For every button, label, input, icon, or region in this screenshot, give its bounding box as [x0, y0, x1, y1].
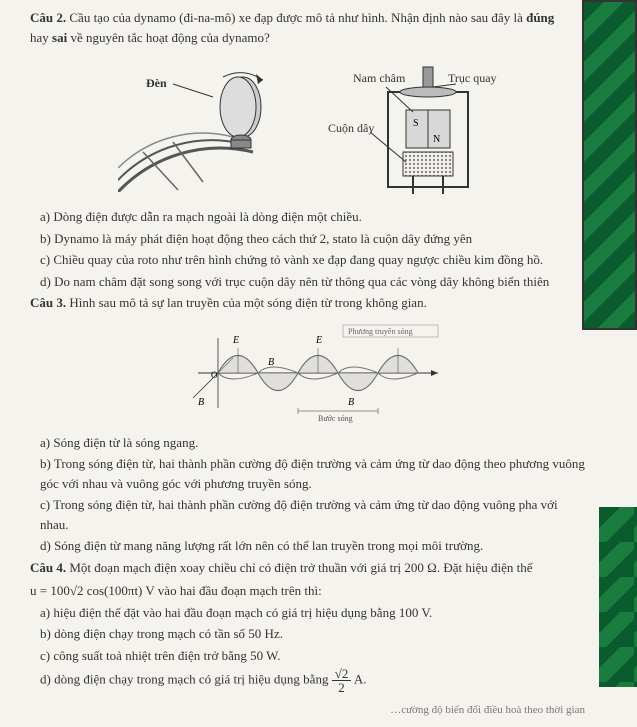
dynamo-svg: Đèn	[118, 62, 308, 192]
label-namcham: Nam châm	[353, 71, 406, 85]
b-label-1: B	[268, 357, 274, 368]
footer-text: …cường độ biến đổi điều hoà theo thời gi…	[30, 702, 585, 719]
q2-header: Câu 2. Cầu tạo của dynamo (đi-na-mô) xe …	[30, 8, 585, 47]
q3-option-d: d) Sóng điện từ mang năng lượng rất lớn …	[40, 536, 585, 556]
q2-prefix: Câu 2.	[30, 10, 66, 25]
q2-text: Cầu tạo của dynamo (đi-na-mô) xe đạp đượ…	[66, 10, 526, 25]
pole-s: S	[413, 118, 419, 129]
b-label-3: B	[348, 397, 354, 408]
q2-option-b: b) Dynamo là máy phát điện hoạt động the…	[40, 229, 585, 249]
q2-line2-text: về nguyên tắc hoạt động của dynamo?	[67, 30, 270, 45]
q4-d-suffix: A.	[354, 671, 367, 686]
dynamo-right-fig: Nam châm Trục quay Cuộn dây S N	[328, 62, 498, 192]
dynamo-left-fig: Đèn	[118, 62, 308, 192]
e-label-1: E	[232, 335, 239, 346]
label-cuonday: Cuộn dây	[328, 121, 374, 135]
q4-option-b: b) dòng điện chạy trong mạch có tần số 5…	[40, 624, 585, 644]
q2-bold: đúng	[526, 10, 554, 25]
q3-option-a: a) Sóng điện từ là sóng ngang.	[40, 433, 585, 453]
q2-option-c: c) Chiều quay của roto như trên hình chứ…	[40, 250, 585, 270]
wave-bottom-label: Bước sóng	[318, 414, 353, 423]
b-label-2: B	[198, 397, 204, 408]
label-trucquay: Trục quay	[448, 71, 497, 85]
q4-header: Câu 4. Một đoạn mạch điện xoay chiều chỉ…	[30, 558, 585, 578]
q2-line2-prefix: hay	[30, 30, 52, 45]
q3-option-c: c) Trong sóng điện từ, hai thành phần cư…	[40, 495, 585, 534]
wave-svg: Phương truyền sóng O E E	[168, 323, 448, 423]
q3-header: Câu 3. Hình sau mô tả sự lan truyền của …	[30, 293, 585, 313]
wave-top-label: Phương truyền sóng	[348, 327, 413, 336]
q2-figure: Đèn Nam châm	[30, 57, 585, 197]
q2-option-a: a) Dòng điện được dẫn ra mạch ngoài là d…	[40, 207, 585, 227]
q3-option-b: b) Trong sóng điện từ, hai thành phần cư…	[40, 454, 585, 493]
q3-text: Hình sau mô tả sự lan truyền của một són…	[66, 295, 427, 310]
q3-prefix: Câu 3.	[30, 295, 66, 310]
q2-option-d: d) Do nam châm đặt song song với trục cu…	[40, 272, 585, 292]
q4-option-a: a) hiệu điện thế đặt vào hai đầu đoạn mạ…	[40, 603, 585, 623]
decorative-green-bottom	[599, 507, 637, 687]
q4-text: Một đoạn mạch điện xoay chiều chỉ có điệ…	[66, 560, 532, 575]
q4-formula: u = 100√2 cos(100πt) V vào hai đầu đoạn …	[30, 581, 585, 601]
decorative-green-strip	[582, 0, 637, 330]
label-den: Đèn	[146, 76, 167, 90]
q2-line2-bold: sai	[52, 30, 67, 45]
page-content: Câu 2. Cầu tạo của dynamo (đi-na-mô) xe …	[30, 8, 585, 719]
q4-option-d: d) dòng điện chạy trong mạch có giá trị …	[40, 667, 585, 694]
e-label-2: E	[315, 335, 322, 346]
pole-n: N	[433, 134, 440, 145]
q3-figure: Phương truyền sóng O E E	[30, 323, 585, 423]
q4-option-c: c) công suất toả nhiệt trên điện trở bằn…	[40, 646, 585, 666]
dynamo-cross-svg: Nam châm Trục quay Cuộn dây S N	[328, 62, 528, 197]
q4-d-fraction: √2 2	[332, 667, 352, 694]
q4-prefix: Câu 4.	[30, 560, 66, 575]
q4-d-prefix: d) dòng điện chạy trong mạch có giá trị …	[40, 671, 332, 686]
